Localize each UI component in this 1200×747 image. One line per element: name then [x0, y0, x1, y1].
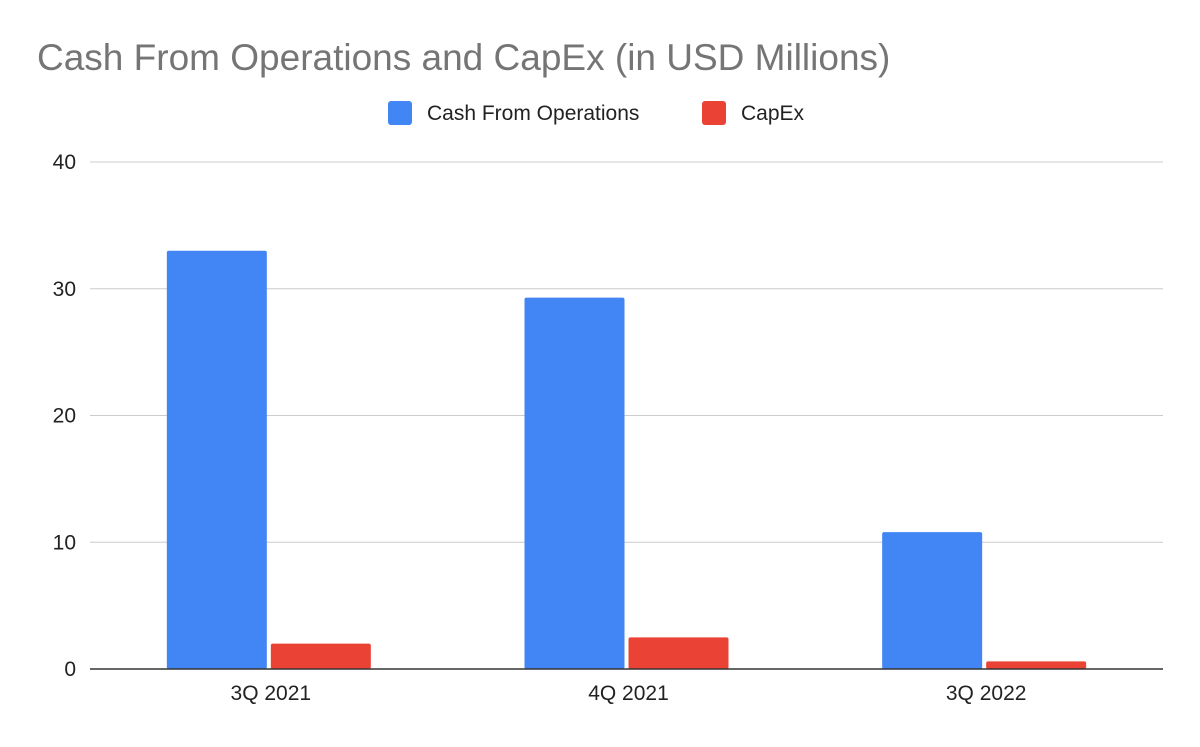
bar-capex-4q-2021 [628, 637, 729, 669]
x-tick-label: 4Q 2021 [588, 682, 669, 705]
legend: Cash From Operations CapEx [388, 101, 805, 125]
legend-label-cash-from-operations: Cash From Operations [427, 102, 639, 125]
x-axis-ticks: 3Q 2021 4Q 2021 3Q 2022 [231, 682, 1027, 705]
bar-cash-from-operations-4q-2021 [524, 297, 625, 669]
y-tick-label: 40 [53, 151, 76, 174]
bar-cash-from-operations-3q-2022 [882, 532, 983, 669]
y-tick-label: 0 [64, 658, 76, 681]
chart-title: Cash From Operations and CapEx (in USD M… [37, 37, 890, 78]
x-tick-label: 3Q 2021 [231, 682, 312, 705]
y-tick-label: 10 [53, 531, 76, 554]
y-tick-label: 30 [53, 278, 76, 301]
bar-capex-3q-2021 [270, 643, 371, 669]
y-tick-label: 20 [53, 405, 76, 428]
bars [166, 250, 1087, 669]
bar-capex-3q-2022 [986, 661, 1087, 669]
bar-cash-from-operations-3q-2021 [166, 250, 267, 669]
gridlines [90, 161, 1163, 543]
legend-label-capex: CapEx [741, 102, 805, 125]
y-axis-ticks: 0 10 20 30 40 [53, 151, 76, 681]
legend-swatch-cash-from-operations [388, 101, 412, 125]
x-tick-label: 3Q 2022 [946, 682, 1027, 705]
legend-swatch-capex [702, 101, 726, 125]
